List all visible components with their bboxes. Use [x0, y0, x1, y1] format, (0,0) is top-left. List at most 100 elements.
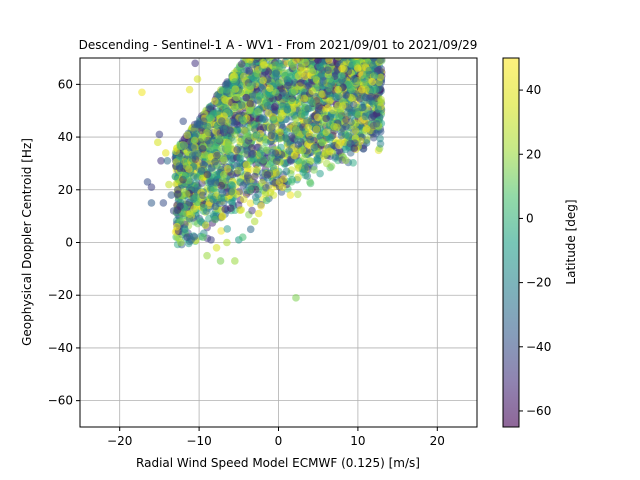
- scatter-point: [346, 80, 354, 89]
- cloud-point: [265, 84, 274, 92]
- chart-title: Descending - Sentinel-1 A - WV1 - From 2…: [79, 38, 478, 52]
- scatter-point: [369, 58, 378, 62]
- cloud-point: [318, 90, 327, 99]
- cloud-point: [245, 66, 254, 75]
- cloud-point: [248, 206, 256, 215]
- colorbar: [502, 57, 520, 428]
- y-axis-label: Geophysical Doppler Centroid [Hz]: [20, 138, 34, 346]
- scatter-point: [334, 85, 342, 94]
- cloud-point: [286, 72, 294, 81]
- scatter-point: [362, 93, 370, 102]
- cloud-point: [308, 87, 317, 95]
- cloud-point: [334, 58, 342, 61]
- cloud-point: [372, 129, 380, 138]
- cloud-point: [239, 72, 248, 81]
- cloud-point: [211, 215, 220, 224]
- scatter-point: [306, 135, 315, 144]
- cloud-point: [259, 76, 267, 85]
- cloud-point: [209, 195, 217, 204]
- cloud-point: [314, 58, 322, 64]
- cloud-point: [236, 154, 245, 162]
- cloud-point: [198, 191, 207, 200]
- scatter-point: [278, 183, 287, 191]
- cloud-point: [196, 217, 205, 225]
- cloud-point: [198, 145, 207, 153]
- cloud-point: [268, 148, 276, 157]
- y-tick-label: 20: [58, 183, 73, 197]
- cloud-point: [319, 77, 327, 85]
- cloud-point: [337, 131, 346, 140]
- cloud-point: [224, 139, 233, 148]
- cloud-point: [199, 160, 208, 169]
- x-tick-label: 20: [430, 434, 445, 448]
- scatter-point: [368, 77, 376, 86]
- scatter-point: [342, 122, 350, 131]
- cloud-point: [259, 114, 268, 122]
- cloud-point: [243, 171, 252, 180]
- cloud-point: [182, 162, 191, 170]
- scatter-point: [147, 183, 156, 191]
- cloud-point: [172, 147, 180, 156]
- cloud-point: [242, 177, 251, 186]
- scatter-point: [312, 125, 321, 133]
- scatter-point: [187, 236, 195, 244]
- cloud-point: [198, 134, 207, 142]
- scatter-point: [266, 188, 275, 197]
- cloud-point: [335, 113, 344, 122]
- cloud-point: [242, 93, 251, 102]
- cloud-point: [247, 182, 256, 191]
- cloud-point: [269, 116, 278, 124]
- cloud-point: [275, 78, 284, 87]
- cloud-point: [292, 58, 300, 65]
- scatter-point: [282, 167, 291, 176]
- cloud-point: [350, 144, 359, 153]
- cloud-point: [199, 117, 208, 125]
- cloud-point: [246, 199, 255, 207]
- cloud-point: [301, 58, 310, 67]
- cloud-point: [331, 154, 339, 162]
- cloud-point: [276, 114, 285, 122]
- cloud-point: [308, 98, 316, 107]
- scatter-point: [310, 143, 319, 152]
- cloud-point: [337, 71, 346, 80]
- cloud-point: [221, 96, 230, 105]
- scatter-point: [159, 199, 168, 207]
- cloud-point: [217, 117, 226, 125]
- cloud-point: [190, 172, 198, 181]
- cloud-point: [256, 149, 265, 158]
- scatter-point: [246, 225, 255, 234]
- cloud-point: [230, 102, 239, 111]
- scatter-point: [330, 122, 338, 131]
- cloud-point: [322, 159, 331, 168]
- x-tick-label: −10: [186, 434, 211, 448]
- cloud-point: [227, 204, 235, 213]
- cloud-point: [283, 105, 292, 114]
- cloud-point: [223, 164, 232, 173]
- x-axis-label: Radial Wind Speed Model ECMWF (0.125) [m…: [136, 456, 420, 470]
- cloud-point: [240, 195, 248, 204]
- cloud-point: [263, 171, 272, 179]
- cloud-point: [188, 151, 197, 160]
- cloud-point: [256, 91, 264, 100]
- scatter-point: [238, 233, 247, 242]
- cloud-point: [207, 164, 216, 173]
- cloud-point: [340, 58, 348, 62]
- cloud-point: [242, 161, 251, 169]
- cloud-point: [297, 67, 305, 75]
- cloud-point: [213, 151, 221, 160]
- cloud-point: [199, 203, 208, 212]
- scatter-point: [147, 199, 156, 207]
- scatter-point: [231, 257, 239, 265]
- dense-point-cloud: [171, 58, 386, 249]
- scatter-point: [254, 209, 263, 218]
- cloud-point: [203, 129, 211, 137]
- cloud-point: [240, 127, 249, 135]
- cloud-point: [284, 81, 292, 90]
- cloud-point: [276, 128, 285, 137]
- scatter-point: [161, 149, 170, 157]
- cloud-point: [287, 178, 296, 186]
- cloud-point: [304, 82, 313, 90]
- cloud-point: [227, 151, 235, 160]
- cloud-point: [306, 157, 315, 166]
